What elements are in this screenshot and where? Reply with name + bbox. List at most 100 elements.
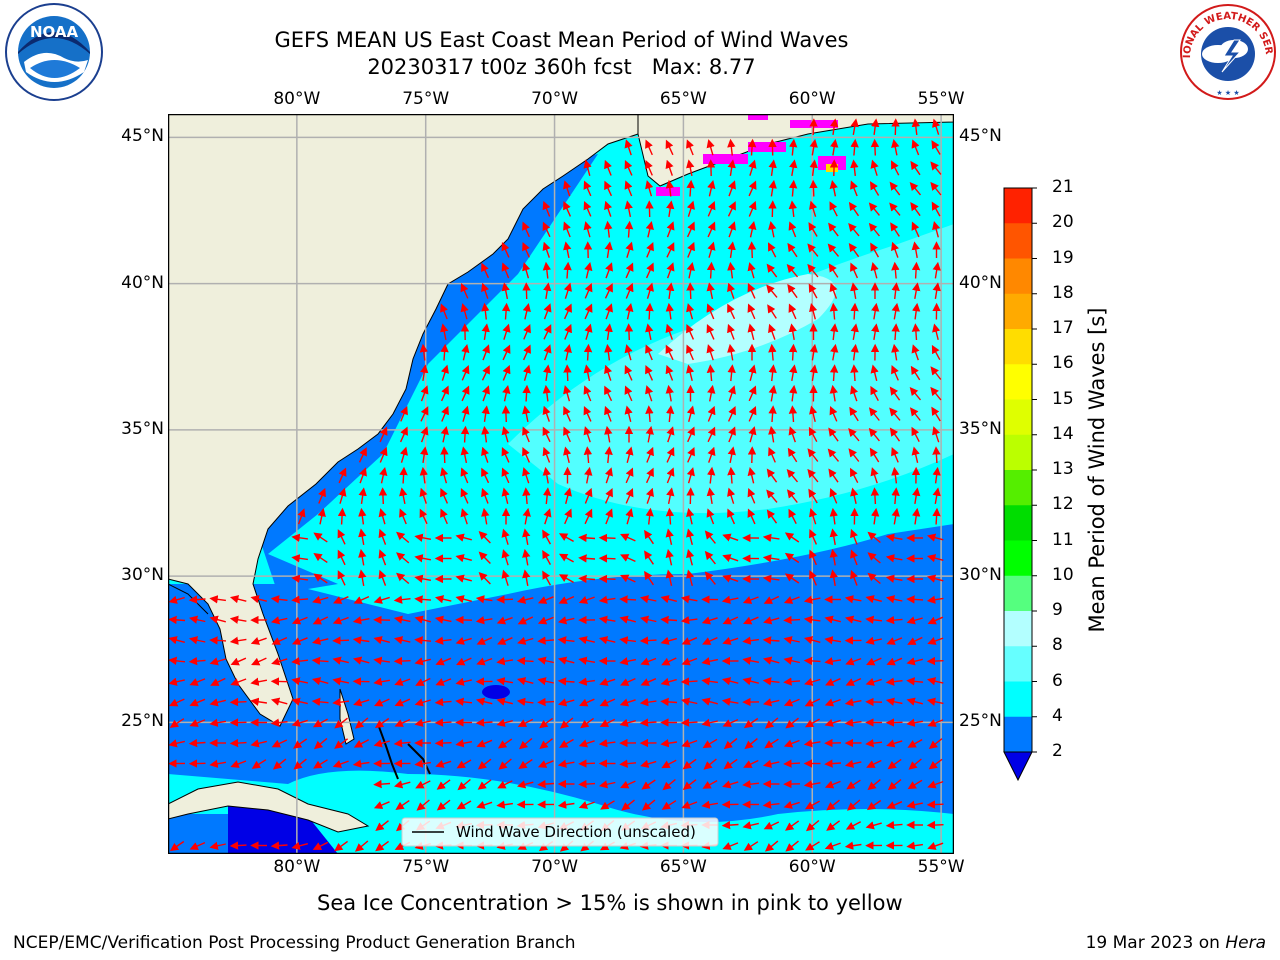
wave-arrow: [168, 739, 185, 748]
wave-arrow: [885, 554, 903, 563]
wave-arrow: [414, 554, 432, 563]
wave-arrow: [271, 739, 288, 748]
colorbar-segment: [1004, 470, 1032, 506]
wave-arrow: [563, 180, 572, 197]
wave-arrow: [624, 139, 633, 156]
wave-arrow: [563, 385, 572, 402]
wave-arrow: [291, 841, 308, 850]
wave-arrow: [496, 718, 513, 727]
wave-arrow: [783, 739, 800, 748]
wave-arrow: [271, 636, 288, 645]
wave-arrow: [338, 487, 347, 504]
wave-arrow: [701, 800, 719, 809]
wave-arrow: [704, 530, 716, 544]
wave-arrow: [829, 488, 838, 504]
wave-arrow: [887, 758, 902, 770]
wave-arrow: [727, 261, 736, 279]
chart-title: GEFS MEAN US East Coast Mean Period of W…: [274, 28, 849, 52]
wave-arrow: [768, 159, 777, 177]
wave-arrow: [748, 385, 757, 402]
wave-arrow: [707, 221, 716, 238]
wave-arrow: [415, 677, 431, 686]
wave-arrow: [558, 574, 574, 584]
wave-arrow: [928, 758, 943, 770]
wave-arrow: [578, 574, 596, 584]
wave-arrow: [727, 508, 736, 525]
wave-arrow: [826, 799, 840, 811]
wave-arrow: [748, 364, 757, 381]
wave-arrow: [687, 241, 695, 258]
colorbar-tick-label: 18: [1052, 282, 1074, 303]
wave-arrow: [686, 324, 695, 340]
wave-arrow: [358, 447, 367, 463]
wave-arrow: [666, 242, 675, 258]
wave-arrow: [785, 840, 799, 852]
sea-ice-high: [826, 164, 838, 172]
wave-arrow: [932, 487, 941, 505]
wave-arrow: [727, 385, 736, 402]
wave-arrow: [783, 656, 800, 665]
wave-arrow: [522, 344, 531, 361]
tick-label: 60°W: [788, 89, 836, 109]
wave-arrow: [744, 738, 758, 750]
wave-arrow: [646, 446, 654, 463]
wave-arrow: [686, 569, 695, 586]
wave-arrow: [378, 569, 387, 586]
wave-arrow: [332, 636, 350, 645]
colorbar-tick-label: 14: [1052, 423, 1074, 444]
colorbar-tick-label: 13: [1052, 459, 1074, 479]
wave-arrow: [457, 778, 471, 791]
wave-arrow: [250, 636, 267, 645]
wave-arrow: [313, 759, 328, 769]
wave-arrow: [766, 468, 778, 483]
wave-arrow: [229, 841, 247, 850]
wave-arrow: [932, 261, 941, 279]
wave-arrow: [809, 118, 818, 136]
wave-arrow: [850, 364, 859, 382]
wave-arrow: [932, 446, 941, 464]
colorbar-tick-label: 15: [1052, 388, 1074, 409]
footer-right: 19 Mar 2023 on Hera: [1086, 933, 1266, 953]
wave-arrow: [378, 508, 387, 525]
wave-arrow: [645, 405, 654, 423]
wave-arrow: [501, 282, 510, 300]
map-frame: [168, 114, 954, 854]
wave-arrow: [435, 657, 452, 666]
wave-arrow: [578, 779, 596, 789]
wave-arrow: [624, 180, 633, 197]
wave-arrow: [337, 529, 346, 545]
wave-arrow: [251, 657, 267, 666]
wave-arrow: [481, 365, 490, 381]
wave-arrow: [788, 323, 797, 341]
wave-arrow: [337, 570, 346, 586]
wave-arrow: [456, 800, 472, 810]
colorbar-tick-label: 10: [1052, 564, 1074, 585]
wave-arrow: [783, 615, 801, 625]
wave-arrow: [481, 302, 490, 320]
wave-arrow: [931, 344, 941, 361]
wave-arrow: [666, 221, 675, 238]
wave-arrow: [537, 636, 555, 645]
wave-arrow: [865, 615, 883, 625]
wave-arrow: [930, 366, 942, 380]
wave-arrow: [250, 677, 268, 686]
wave-arrow: [399, 508, 407, 525]
ocean-dark-band: [168, 524, 954, 822]
wave-arrow: [624, 405, 633, 422]
tick-label: 25°N: [121, 711, 164, 732]
tick-label: 30°N: [959, 565, 1002, 586]
wave-arrow: [706, 487, 715, 505]
colorbar-tick-label: 4: [1052, 705, 1063, 726]
wave-arrow: [809, 179, 818, 197]
wave-arrow: [870, 487, 880, 505]
wave-arrow: [373, 636, 390, 645]
nws-logo-icon: NATIONAL WEATHER SERVICE ★ ★ ★: [1178, 2, 1276, 100]
wave-arrow: [291, 574, 308, 583]
wave-arrow: [911, 118, 921, 135]
wave-arrow: [788, 138, 798, 156]
wave-arrow: [352, 636, 370, 645]
wave-arrow: [604, 180, 613, 197]
wave-arrow: [501, 549, 510, 566]
wave-arrow: [930, 181, 942, 196]
land-bahamas: [339, 688, 355, 745]
